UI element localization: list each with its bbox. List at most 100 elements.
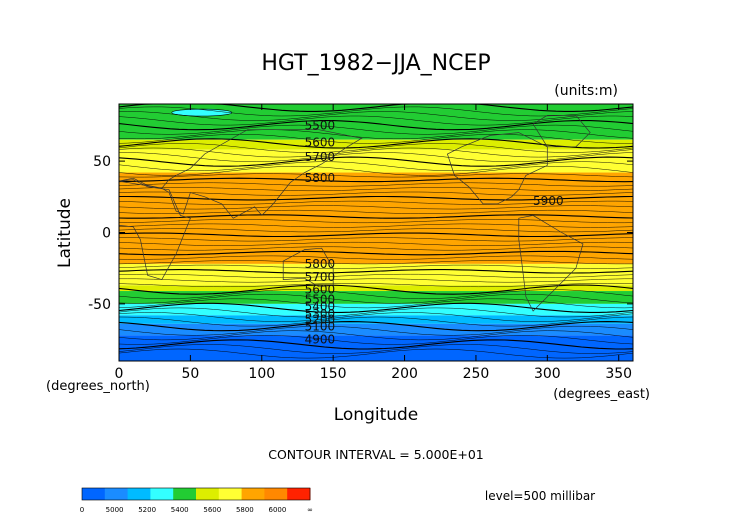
contour-line-48 — [118, 321, 634, 332]
contour-labels: 5500560057005800590058005700560055005400… — [305, 118, 564, 346]
x-axis: 0 50 100 150 200 250 300 350 — [115, 104, 632, 382]
contour-label-3: 5800 — [305, 171, 336, 185]
colorbar: 0 5000 5200 5400 5600 5800 6000 ∞ — [80, 487, 313, 514]
band-7 — [119, 303, 633, 316]
contour-line-37 — [118, 273, 634, 278]
contour-label-2: 5700 — [305, 150, 336, 164]
contour-label-12: 5100 — [305, 320, 336, 334]
contour-line-17 — [118, 182, 634, 187]
band-1 — [119, 139, 633, 150]
colorbar-label-1: 5000 — [106, 506, 124, 514]
coastlines — [118, 115, 591, 312]
contour-label-7: 5600 — [305, 283, 336, 297]
x-unit-label: (degrees_east) — [553, 387, 650, 402]
y-axis: 50 0 -50 — [88, 154, 633, 313]
y-tick-label-0: 50 — [93, 154, 111, 170]
contour-label-8: 5500 — [305, 293, 336, 307]
arctic-low-patch — [171, 108, 233, 117]
colorbar-swatch-7 — [241, 488, 265, 500]
colorbar-swatch-6 — [218, 488, 243, 500]
x-tick-label-7: 350 — [605, 366, 632, 382]
contour-line-25 — [118, 219, 634, 224]
colorbar-label-0: 0 — [80, 506, 84, 514]
contour-line-39 — [118, 283, 634, 288]
contour-line-24 — [118, 214, 634, 219]
contour-line-51 — [118, 335, 634, 345]
contour-line-36 — [118, 269, 634, 274]
contour-label-1: 5600 — [305, 136, 336, 150]
contour-line-53 — [118, 344, 634, 354]
contour-label-13: 4900 — [305, 333, 336, 347]
colorbar-swatch-4 — [173, 488, 197, 500]
colorbar-swatch-5 — [196, 488, 220, 500]
x-tick-label-5: 250 — [463, 366, 490, 382]
colorbar-label-3: 5400 — [171, 506, 189, 514]
contour-line-16 — [118, 177, 634, 183]
y-unit-label: (degrees_north) — [46, 379, 150, 394]
contour-line-15 — [118, 173, 634, 178]
chart-title: HGT_1982−JJA_NCEP — [261, 51, 490, 76]
contour-line-2 — [118, 111, 634, 121]
contour-line-40 — [118, 284, 634, 295]
colorbar-frame — [81, 487, 311, 501]
contour-line-14 — [118, 166, 634, 176]
contour-line-3 — [118, 115, 634, 126]
colorbar-label-2: 5200 — [138, 506, 156, 514]
contour-label-9: 5400 — [305, 300, 336, 314]
x-tick-label-1: 50 — [181, 366, 199, 382]
colorbar-swatch-1 — [104, 488, 129, 500]
colorbar-swatch-2 — [127, 488, 151, 500]
contour-line-43 — [118, 298, 634, 309]
contour-line-26 — [118, 223, 634, 228]
contour-label-6: 5700 — [305, 270, 336, 284]
contour-line-34 — [118, 260, 633, 265]
contour-line-6 — [118, 129, 634, 140]
x-tick-label-3: 150 — [320, 366, 347, 382]
contour-line-8 — [118, 138, 634, 149]
y-axis-label: Latitude — [55, 198, 75, 268]
contour-label-10: 5300 — [305, 307, 336, 321]
contour-line-22 — [118, 205, 634, 210]
contour-label-4: 5900 — [533, 194, 564, 208]
x-tick-label-2: 100 — [248, 366, 275, 382]
contour-line-4 — [118, 120, 634, 131]
contour-line-44 — [118, 302, 634, 313]
contour-line-47 — [118, 316, 634, 327]
contour-line-45 — [118, 307, 634, 318]
x-tick-label-0: 0 — [115, 366, 124, 382]
colorbar-swatch-0 — [82, 488, 106, 500]
x-tick-label-4: 200 — [391, 366, 418, 382]
contour-line-23 — [118, 209, 634, 214]
contour-line-32 — [118, 250, 634, 256]
level-text: level=500 millibar — [485, 489, 595, 503]
colorbar-label-7: ∞ — [307, 506, 313, 514]
coastline-2 — [446, 132, 548, 205]
contour-line-18 — [118, 187, 634, 192]
colorbar-label-6: 6000 — [269, 506, 287, 514]
contour-line-31 — [118, 246, 634, 251]
contour-line-41 — [118, 289, 634, 299]
contour-line-27 — [118, 228, 634, 233]
y-tick-label-2: -50 — [88, 297, 111, 313]
contour-line-29 — [118, 237, 633, 242]
y-tick-label-1: 0 — [102, 226, 111, 242]
contour-line-21 — [118, 200, 634, 205]
colorbar-label-5: 5800 — [236, 506, 254, 514]
contour-interval-text: CONTOUR INTERVAL = 5.000E+01 — [268, 447, 484, 462]
contour-line-1 — [118, 106, 634, 117]
contour-line-7 — [118, 134, 634, 144]
contour-line-38 — [119, 278, 633, 283]
band-6 — [119, 291, 633, 304]
colorbar-swatch-3 — [150, 488, 174, 500]
contour-label-0: 5500 — [305, 118, 336, 132]
contour-label-5: 5800 — [305, 257, 336, 271]
band-10 — [119, 335, 633, 361]
contour-line-42 — [118, 293, 634, 304]
contour-line-30 — [118, 241, 634, 246]
x-axis-label: Longitude — [334, 405, 419, 425]
contour-line-20 — [119, 195, 634, 201]
contour-label-11: 5200 — [305, 313, 336, 327]
contour-line-19 — [118, 191, 634, 196]
units-label: (units:m) — [554, 83, 618, 99]
